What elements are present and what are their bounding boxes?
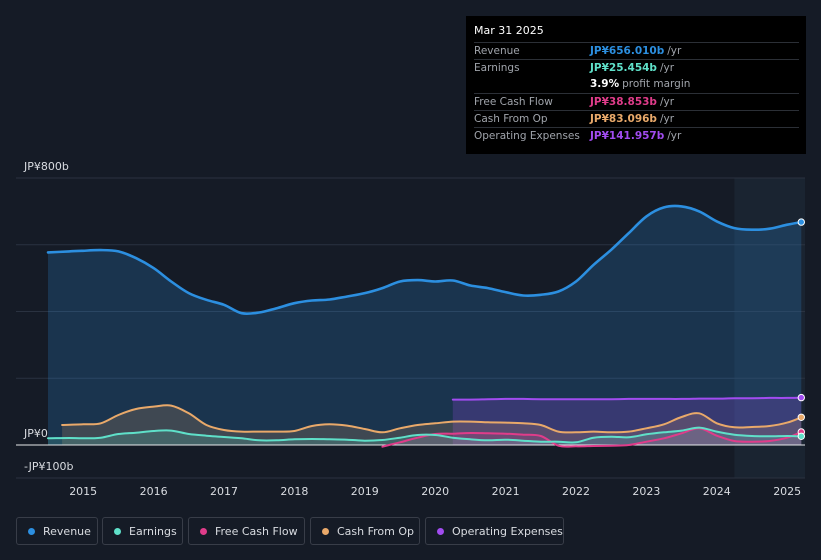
legend-label: Cash From Op <box>337 524 415 538</box>
legend-dot-icon <box>28 527 35 535</box>
x-tick-label: 2023 <box>632 485 660 498</box>
x-tick-label: 2022 <box>562 485 590 498</box>
tooltip-label: Earnings <box>474 62 520 74</box>
y-axis-bottom-label: -JP¥100b <box>24 460 73 473</box>
data-tooltip: Mar 31 2025 Revenue JP¥656.010b /yr Earn… <box>466 16 806 154</box>
tooltip-label <box>474 76 590 93</box>
tooltip-unit: /yr <box>667 130 682 142</box>
tooltip-unit: /yr <box>659 96 675 108</box>
series-end-marker-operating-expenses <box>797 393 805 402</box>
tooltip-label: Free Cash Flow <box>474 96 553 108</box>
legend-label: Free Cash Flow <box>215 524 298 538</box>
tooltip-unit: /yr <box>659 62 675 74</box>
series-line-operating-expenses <box>451 396 803 401</box>
tooltip-unit: profit margin <box>622 78 691 90</box>
legend-label: Operating Expenses <box>452 524 563 538</box>
series-end-marker-cash-from-op <box>797 413 805 421</box>
series-line-cash-from-op <box>61 404 803 434</box>
x-tick-label: 2020 <box>421 485 449 498</box>
series-line-free-cash-flow <box>381 427 803 448</box>
legend-dot-icon <box>200 527 207 535</box>
tooltip-row-cash-from-op: Cash From Op JP¥83.096b /yr <box>474 110 799 127</box>
tooltip-label: Revenue <box>474 45 520 57</box>
x-tick-label: 2017 <box>210 485 238 498</box>
legend-item-free-cash-flow[interactable]: Free Cash Flow <box>188 517 305 545</box>
x-tick-label: 2015 <box>69 485 97 498</box>
series-end-marker-revenue <box>797 218 805 226</box>
y-axis-zero-label: JP¥0 <box>23 427 48 440</box>
series-area-free-cash-flow <box>382 428 802 447</box>
tooltip-label: Operating Expenses <box>474 130 580 142</box>
tooltip-row-free-cash-flow: Free Cash Flow JP¥38.853b /yr <box>474 93 799 110</box>
tooltip-value: JP¥38.853b <box>590 96 657 108</box>
series-lines <box>46 204 803 448</box>
grid-lines <box>16 177 805 479</box>
tooltip-value: JP¥25.454b <box>590 62 657 74</box>
x-tick-label: 2016 <box>140 485 168 498</box>
tooltip-row-profit-margin: 3.9% profit margin <box>474 76 799 93</box>
legend-label: Earnings <box>129 524 177 538</box>
tooltip-row-revenue: Revenue JP¥656.010b /yr <box>474 42 799 59</box>
series-end-marker-earnings <box>797 432 805 440</box>
x-tick-label: 2021 <box>492 485 520 498</box>
tooltip-row-earnings: Earnings JP¥25.454b /yr <box>474 59 799 76</box>
legend-label: Revenue <box>43 524 91 538</box>
tooltip-value: JP¥656.010b <box>590 45 665 57</box>
series-areas <box>48 205 802 447</box>
x-tick-label: 2019 <box>351 485 379 498</box>
legend-dot-icon <box>114 527 121 535</box>
tooltip-row-operating-expenses: Operating Expenses JP¥141.957b /yr <box>474 127 799 144</box>
series-area-cash-from-op <box>62 405 802 445</box>
tooltip-value: JP¥141.957b <box>590 130 665 142</box>
legend-item-cash-from-op[interactable]: Cash From Op <box>310 517 420 545</box>
legend-dot-icon <box>437 527 444 535</box>
legend-item-operating-expenses[interactable]: Operating Expenses <box>425 517 564 545</box>
tooltip-unit: /yr <box>667 45 682 57</box>
y-axis-top-label: JP¥800b <box>23 160 69 173</box>
legend-item-earnings[interactable]: Earnings <box>102 517 183 545</box>
tooltip-date: Mar 31 2025 <box>474 24 544 37</box>
tooltip-unit: /yr <box>659 113 675 125</box>
series-end-markers <box>797 218 805 440</box>
x-tick-label: 2025 <box>773 485 801 498</box>
x-tick-label: 2024 <box>703 485 731 498</box>
tooltip-label: Cash From Op <box>474 113 548 125</box>
series-area-revenue <box>48 205 802 445</box>
tooltip-value: 3.9% <box>590 78 620 90</box>
x-axis-ticks: 2015 2016 2017 2018 2019 2020 2021 2022 2023 2024… <box>69 485 801 498</box>
series-line-revenue <box>46 204 803 316</box>
legend-item-revenue[interactable]: Revenue <box>16 517 98 545</box>
legend-dot-icon <box>322 527 329 535</box>
series-area-operating-expenses <box>452 397 802 445</box>
series-line-earnings <box>47 426 803 444</box>
tooltip-value: JP¥83.096b <box>590 113 657 125</box>
x-tick-label: 2018 <box>280 485 308 498</box>
